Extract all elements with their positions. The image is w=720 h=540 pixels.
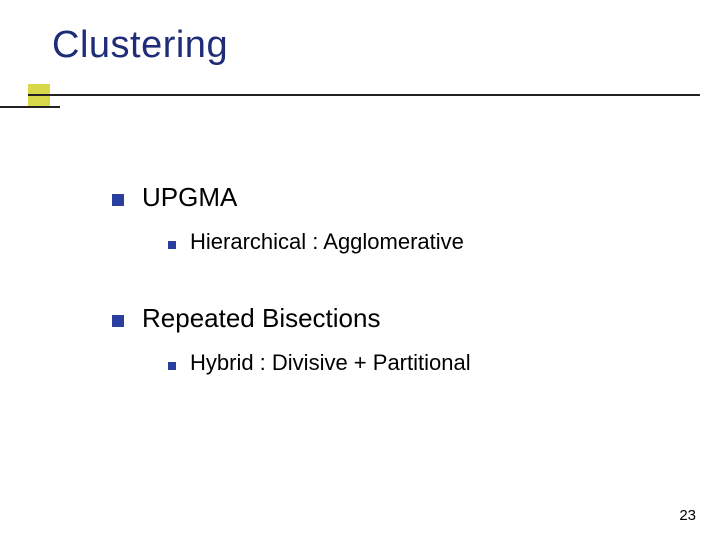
list-item: Repeated Bisections [112,303,680,334]
bullet-icon [112,194,124,206]
bullet-icon [168,362,176,370]
list-item: Hybrid : Divisive + Partitional [168,350,680,376]
list-item-label: UPGMA [142,182,237,213]
rule-long [28,94,700,96]
slide-title: Clustering [52,24,228,67]
list-item-label: Hierarchical : Agglomerative [190,229,464,255]
rule-short [0,106,60,108]
bullet-icon [168,241,176,249]
slide: Clustering UPGMA Hierarchical : Agglomer… [0,0,720,540]
title-wrap: Clustering [52,24,228,67]
bullet-icon [112,315,124,327]
list-item: Hierarchical : Agglomerative [168,229,680,255]
content: UPGMA Hierarchical : Agglomerative Repea… [112,182,680,424]
page-number: 23 [679,507,696,524]
list-item-label: Hybrid : Divisive + Partitional [190,350,471,376]
list-item-label: Repeated Bisections [142,303,380,334]
list-item: UPGMA [112,182,680,213]
